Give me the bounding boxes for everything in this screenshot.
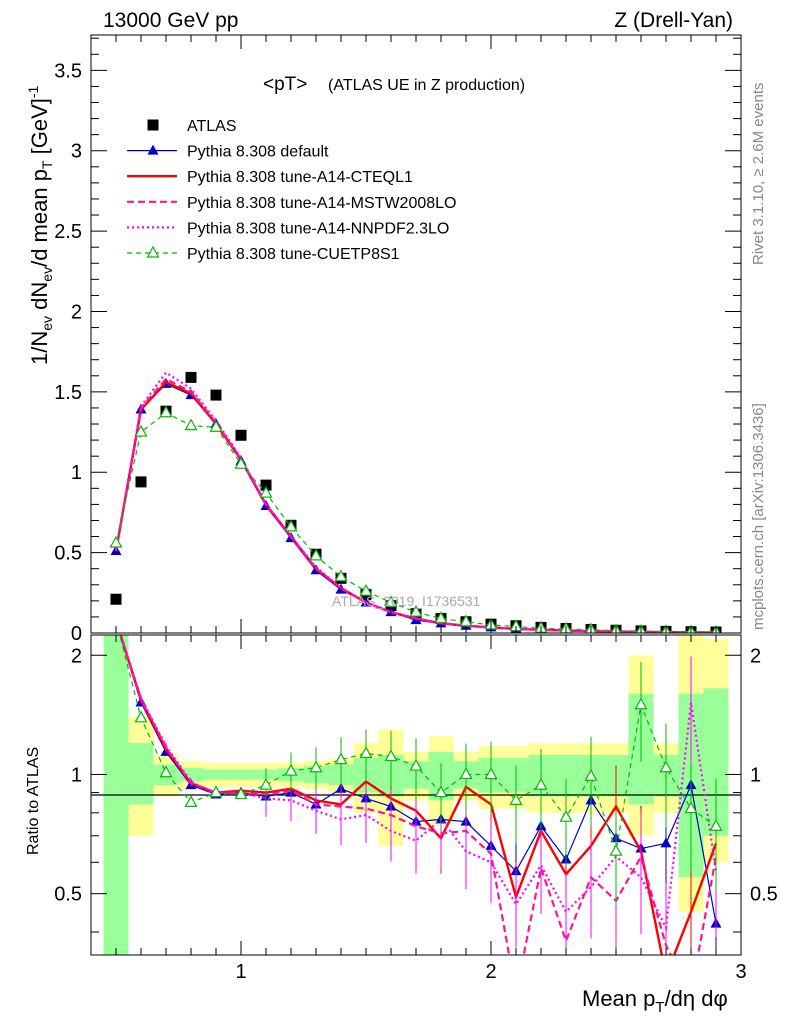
point-data — [210, 389, 222, 401]
point-data — [260, 479, 272, 491]
y-axis-title-bottom: Ratio to ATLAS — [25, 747, 42, 855]
ratio-point-cuetp — [209, 785, 223, 798]
x-tick-label: 3 — [735, 961, 746, 983]
point-cuetp — [209, 419, 223, 432]
y-tick-label-bottom-right: 2 — [750, 645, 761, 667]
legend-entry-cteq: Pythia 8.308 tune-A14-CTEQL1 — [187, 169, 413, 186]
y-tick-label-top: 2.5 — [54, 221, 82, 243]
ratio-panel: 1 2 3 0.5 0.5 1 1 2 2 — [54, 614, 778, 983]
ratio-point-cuetp — [659, 760, 673, 773]
y-tick-label-top: 0 — [71, 623, 82, 645]
ratio-point-cuetp — [384, 749, 398, 762]
plot-title-sub: (ATLAS UE in Z production) — [328, 77, 525, 94]
ratio-point-cuetp — [559, 809, 573, 822]
legend-entry-default: Pythia 8.308 default — [187, 144, 329, 161]
ratio-point-cuetp — [334, 752, 348, 765]
ratio-point-cuetp — [634, 697, 648, 710]
legend-entry-mstw: Pythia 8.308 tune-A14-MSTW2008LO — [187, 195, 456, 212]
header-right: Z (Drell-Yan) — [614, 9, 733, 32]
ratio-point-cuetp — [184, 795, 198, 808]
point-cuetp — [259, 485, 273, 498]
ratio-point-cuetp — [409, 758, 423, 771]
point-cuetp — [234, 456, 248, 469]
ratio-point-cuetp — [609, 843, 623, 856]
point-cuetp — [359, 583, 373, 596]
point-cuetp — [409, 604, 423, 617]
point-cuetp — [159, 405, 173, 418]
y-axis-title-top: 1/Nev dNev/d mean pT [GeV]-1 — [25, 85, 55, 365]
point-cuetp — [284, 519, 298, 532]
x-axis-title: Mean pT/dη dφ — [582, 986, 728, 1016]
header-left: 13000 GeV pp — [103, 9, 238, 32]
legend-entry-nnpdf: Pythia 8.308 tune-A14-NNPDF2.3LO — [187, 220, 449, 237]
svg-text:Ratio to ATLAS: Ratio to ATLAS — [25, 747, 42, 855]
ratio-point-cuetp — [111, 614, 122, 624]
ratio-point-cuetp — [534, 777, 548, 790]
legend-marker-data — [147, 119, 159, 131]
band-green — [128, 743, 154, 805]
ratio-point-cuetp — [459, 767, 473, 780]
y-tick-label-top: 1.5 — [54, 382, 82, 404]
legend-entry-cuetp: Pythia 8.308 tune-CUETP8S1 — [187, 246, 400, 263]
band-green — [228, 769, 254, 780]
point-cuetp — [434, 611, 448, 624]
ratio-point-cuetp — [284, 763, 298, 776]
y-tick-label-top: 0.5 — [54, 543, 82, 565]
ratio-point-cuetp — [359, 746, 373, 759]
x-tick-label: 1 — [235, 961, 246, 983]
y-tick-label-bottom-right: 0.5 — [750, 884, 778, 906]
ratio-point-cuetp — [584, 768, 598, 781]
y-tick-label-bottom: 1 — [71, 764, 82, 786]
ratio-point-cuetp — [709, 818, 723, 831]
svg-text:Mean pT/dη dφ: Mean pT/dη dφ — [582, 986, 728, 1016]
band-green — [178, 767, 204, 782]
ratio-point-cuetp — [159, 765, 173, 778]
point-cuetp — [384, 595, 398, 608]
y-tick-label-bottom: 0.5 — [54, 884, 82, 906]
legend-marker-default — [147, 144, 159, 155]
legend-entry-data: ATLAS — [187, 118, 237, 135]
point-cuetp — [184, 418, 198, 431]
ratio-point-cuetp — [509, 793, 523, 805]
point-cuetp — [334, 569, 348, 582]
point-data — [110, 593, 122, 605]
ratio-point-cuetp — [484, 767, 498, 780]
y-tick-label-bottom: 2 — [71, 645, 82, 667]
ratio-point-default — [660, 837, 672, 848]
y-tick-label-top: 1 — [71, 462, 82, 484]
y-tick-label-top: 3.5 — [54, 60, 82, 82]
y-tick-label-top: 3 — [71, 141, 82, 163]
point-cuetp — [134, 424, 148, 437]
x-tick-label: 2 — [485, 961, 496, 983]
ratio-point-cuetp — [134, 710, 148, 723]
ratio-point-cuetp — [234, 787, 248, 800]
plot-title-main: <pT> — [263, 74, 307, 95]
legend: ATLAS Pythia 8.308 default Pythia 8.308 tu… — [127, 118, 456, 263]
top-panel-frame — [90, 34, 742, 634]
y-tick-label-top: 2 — [71, 301, 82, 323]
point-data — [235, 429, 247, 441]
svg-text:1/Nev dNev/d mean pT [GeV]-1: 1/Nev dNev/d mean pT [GeV]-1 — [25, 85, 55, 365]
top-panel: 0 0.5 1 1.5 2 2.5 3 3.5 <pT> (ATLAS UE in Z pro… — [54, 34, 742, 645]
ratio-point-default — [111, 614, 122, 624]
band-green — [203, 769, 229, 780]
mcplots-label: mcplots.cern.ch [arXiv:1306.3436] — [750, 403, 767, 630]
point-cuetp — [309, 548, 323, 561]
ratio-panel-frame — [90, 634, 742, 956]
ratio-point-cuetp — [259, 777, 273, 790]
ratio-point-cuetp — [434, 785, 448, 798]
ratio-point-cuetp — [684, 801, 698, 814]
ratio-point-cuetp — [309, 760, 323, 773]
rivet-label: Rivet 3.1.10, ≥ 2.6M events — [750, 83, 767, 266]
point-data — [135, 476, 147, 488]
watermark: ATLAS_2019_I1736531 — [332, 593, 481, 609]
point-data — [185, 371, 197, 383]
point-cuetp — [459, 614, 473, 627]
y-tick-label-bottom-right: 1 — [750, 764, 761, 786]
point-cuetp — [109, 535, 123, 548]
legend-marker-cuetp — [146, 245, 160, 258]
